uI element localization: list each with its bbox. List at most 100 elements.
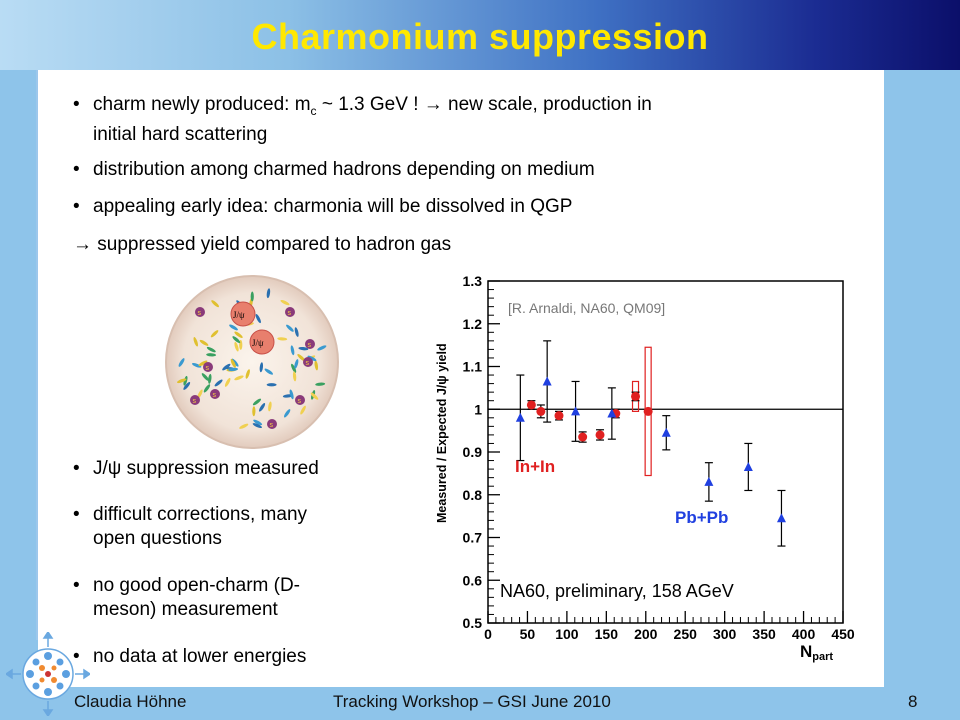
quark-glyph [228,367,239,372]
strange-quark-ball [303,357,313,367]
quark-glyph [268,401,272,412]
jpsi-ball [230,301,256,327]
quark-glyph [252,398,262,406]
arrow-conclusion: → suppressed yield compared to hadron ga… [73,234,452,255]
y-tick-label: 1.1 [463,359,483,375]
x-tick-label: 0 [484,626,492,642]
strange-quark-balls: s s s s s s s s s [190,307,315,429]
quark-glyph [250,291,254,302]
quark-glyph [234,375,244,381]
quark-glyph [259,362,264,373]
strange-quark-ball [210,389,220,399]
quark-glyph [183,375,188,386]
y-tick-label: 0.8 [463,487,483,503]
strange-quark-ball [195,307,205,317]
pbpb-point [542,376,552,386]
bullet-distribution: • distribution among charmed hadrons dep… [73,158,833,184]
jpsi-ball [249,329,275,355]
bullet-corrections: • difficult corrections, many open questi… [73,503,393,553]
quark-glyph [277,337,288,341]
bullet-dot: • [73,575,80,596]
strange-quark-label: s [198,310,202,317]
slide-title: Charmonium suppression [251,16,709,57]
y-axis-label: Measured / Expected J/ψ yield [435,343,449,523]
left-rule [36,70,38,640]
strange-quark-ball [295,395,305,405]
quark-glyph [191,363,202,368]
strange-quark-ball [203,362,213,372]
pbpb-point [571,406,581,416]
jpsi-label: J/ψ [233,310,245,320]
quark-glyph [245,369,250,379]
strange-quark-ball [267,419,277,429]
y-tick-label: 0.6 [463,572,483,588]
quark-glyph [234,341,239,352]
quark-glyph [266,288,271,299]
y-tick-label: 0.9 [463,444,483,460]
quark-glyph [224,377,231,387]
bullet-dot: • [73,458,80,479]
bullet-charm: • charm newly produced: mc ~ 1.3 GeV ! →… [73,93,833,145]
quark-glyph [206,346,216,353]
quark-glyph [197,389,203,399]
strange-quark-ball [305,339,315,349]
y-tick-label: 1 [474,401,482,417]
quark-glyph [264,368,274,375]
strange-quark-ball [285,307,295,317]
quark-glyph [203,384,211,393]
quark-glyph [283,409,291,418]
strange-quark-label: s [288,310,292,317]
quark-glyphs [176,288,327,429]
quark-glyph [294,327,299,337]
bullet-text: appealing early idea: charmonia will be … [93,196,573,217]
x-tick-label: 200 [634,626,658,642]
x-tick-label: 250 [674,626,698,642]
legend-pbpb: Pb+Pb [675,508,728,527]
bullet-text: no data at lower energies [93,646,307,667]
quark-glyph [193,337,199,347]
quark-glyph [201,373,209,381]
inin-point [526,400,536,410]
quark-glyph [206,353,217,357]
footer-page: 8 [908,692,918,711]
gsi-logo [6,632,90,716]
y-tick-label: 0.5 [463,615,483,631]
bullet-jpsi: • J/ψ suppression measured [73,457,393,483]
inin-point [536,406,546,416]
strange-quark-ball [190,395,200,405]
quark-glyph [232,336,241,344]
quark-glyph [176,378,187,384]
quark-glyph [229,324,238,331]
strange-quark-label: s [298,398,302,405]
pbpb-point [743,461,753,471]
x-axis-label: Npart [800,642,833,663]
inin-point [595,430,605,440]
inin-point [554,411,564,421]
y-tick-label: 1.3 [463,273,483,289]
strange-quark-label: s [206,365,210,372]
pbpb-point [661,427,671,437]
jpsi-label: J/ψ [252,338,264,348]
strange-quark-label: s [193,398,197,405]
note-label: NA60, preliminary, 158 AGeV [500,581,734,601]
quark-glyph [294,359,299,369]
inin-point [631,391,641,401]
pbpb-point [515,412,525,422]
quark-glyph [178,358,185,367]
bullet-dot: • [73,646,80,667]
quark-glyph [315,382,326,386]
quark-glyph [183,381,191,390]
x-tick-label: 400 [792,626,816,642]
strange-quark-label: s [270,422,274,429]
footer-author: Claudia Höhne [74,692,187,711]
x-tick-label: 150 [595,626,619,642]
quark-glyph [280,299,290,306]
bullet-text: distribution among charmed hadrons depen… [93,159,595,180]
pbpb-point [704,476,714,486]
strange-quark-label: s [213,392,217,399]
quark-glyph [314,360,319,371]
bullet-dot: • [73,94,80,115]
quark-glyph [292,371,297,382]
quark-glyph [198,360,208,367]
quark-glyph [259,403,266,412]
